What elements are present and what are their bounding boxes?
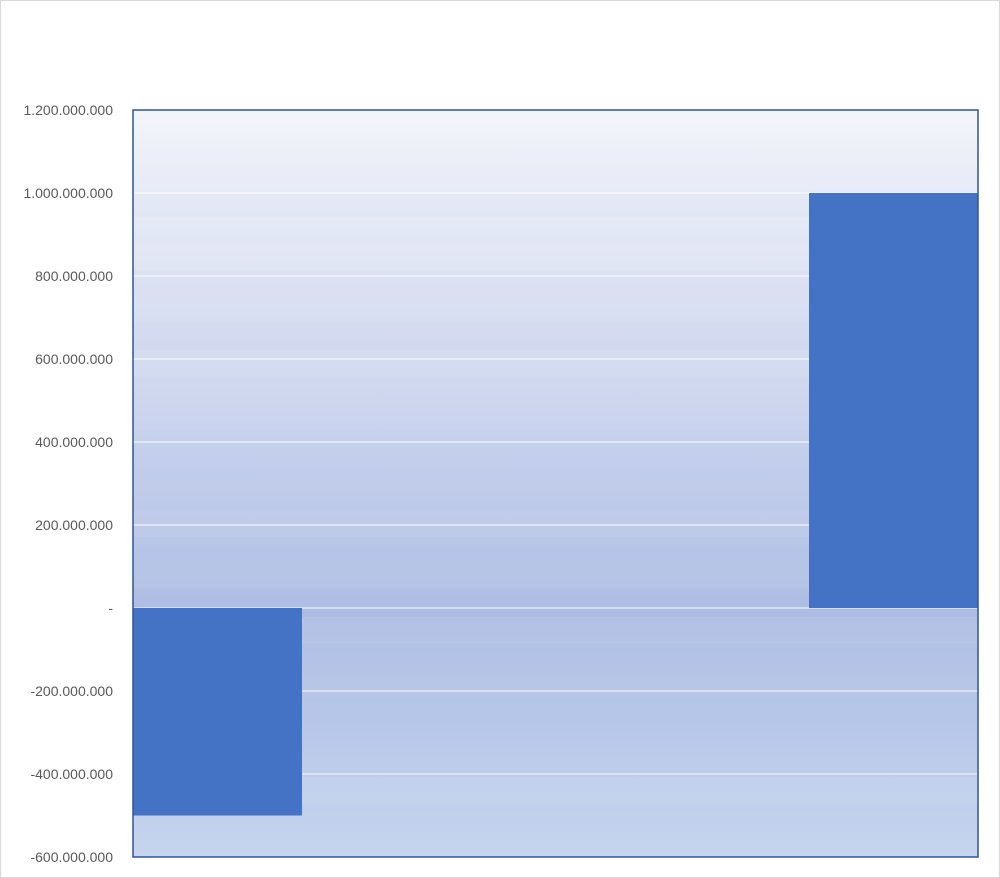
plot-border [132, 109, 979, 858]
y-tick-label: -200.000.000 [30, 683, 113, 699]
background-bands [133, 110, 978, 857]
bar [133, 608, 302, 816]
y-tick-label: 800.000.000 [35, 268, 113, 284]
y-tick-label: 1.000.000.000 [23, 185, 113, 201]
y-tick-label: 400.000.000 [35, 434, 113, 450]
background-band [133, 110, 978, 137]
bars [133, 193, 978, 816]
y-axis-tick-labels: 1.200.000.000 1.000.000.000 800.000.000 600… [23, 102, 113, 865]
background-band [133, 136, 978, 164]
y-tick-label: - [108, 600, 113, 616]
y-tick-label: -600.000.000 [30, 849, 113, 865]
y-tick-label: -400.000.000 [30, 766, 113, 782]
background-band [133, 830, 978, 857]
y-tick-label: 1.200.000.000 [23, 102, 113, 118]
background-band [133, 163, 978, 191]
y-tick-label: 600.000.000 [35, 351, 113, 367]
y-tick-label: 200.000.000 [35, 517, 113, 533]
bar [809, 193, 978, 608]
